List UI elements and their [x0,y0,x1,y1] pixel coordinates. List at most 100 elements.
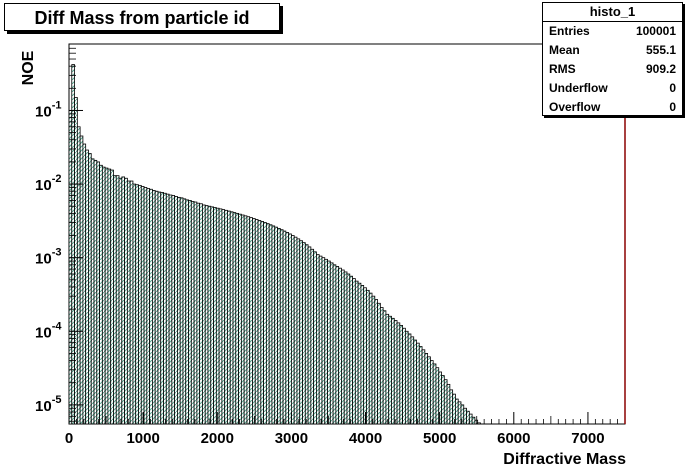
histogram-bin [360,285,365,425]
histogram-bin [299,240,303,425]
histogram-bin [221,209,226,425]
histogram-bin [118,177,123,425]
histogram-bin [157,191,162,425]
histogram-bin [338,267,342,425]
histogram-bin [240,214,245,425]
histogram-bin [182,198,187,425]
histogram-bin [290,235,295,425]
stats-row-underflow: Underflow 0 [543,79,682,98]
histogram-bin [101,166,106,425]
histogram-bin [421,349,426,425]
histogram-bin [76,126,81,425]
histogram-bin [327,260,331,425]
histogram-bin [146,188,151,425]
histogram-bin [429,360,434,425]
histogram-bin [379,307,384,425]
stats-row-mean: Mean 555.1 [543,41,682,60]
y-axis-label: NOE [20,50,37,85]
histogram-bin [154,190,159,425]
stats-value: 0 [669,81,676,95]
histogram-bin [126,180,131,425]
histogram-bin [382,310,387,425]
histogram-bin [196,202,201,425]
histogram-bin [88,153,92,425]
stats-label: RMS [549,62,576,76]
histogram-bin [177,196,181,425]
histogram-bin [399,325,404,425]
y-tick-label: 10-4 [35,320,62,341]
histogram-bin [449,389,454,425]
histogram-bin [396,322,401,425]
x-tick-label: 3000 [275,430,308,447]
stats-value: 100001 [635,24,676,38]
histogram-bin [85,149,89,425]
y-tick-label: 10-1 [35,99,61,120]
histogram-bin [168,194,173,425]
histogram-bin [229,211,234,425]
stats-row-entries: Entries 100001 [543,22,682,41]
histogram-bin [332,264,337,425]
histogram-bin [293,236,298,425]
stats-box: histo_1 Entries 100001 Mean 555.1 RMS 90… [542,2,683,116]
histogram-bin [307,246,312,425]
histogram-bin [235,212,239,425]
histogram-bin [388,315,392,425]
histogram-bin [82,143,87,425]
y-tick-label: 10-2 [35,173,61,194]
histogram-bin [371,295,376,425]
histogram-bin [160,192,164,425]
histogram-bin [68,110,73,425]
histogram-bin [452,393,456,425]
stats-title: histo_1 [543,3,682,22]
histogram-bin [218,208,223,425]
histogram-bin [110,169,114,425]
stats-row-rms: RMS 909.2 [543,60,682,79]
histogram-bin [274,226,278,425]
histogram-bin [213,207,217,425]
histogram-bin [368,292,373,425]
histogram-bin [204,205,209,425]
histogram-bin [193,201,198,425]
histogram-bin [357,282,362,425]
histogram-bin [224,209,228,425]
histogram-bin [366,289,370,425]
histogram-bin [335,266,340,425]
x-tick-label: 5000 [423,430,456,447]
stats-label: Entries [549,24,590,38]
histogram-bin [151,190,156,425]
histogram-bin [318,255,323,425]
stats-label: Overflow [549,100,601,114]
histogram-bin [282,230,287,425]
x-tick-label: 4000 [349,430,382,447]
histogram-bin [215,207,220,425]
histogram-bin [265,223,270,425]
x-tick-label: 6000 [497,430,530,447]
histogram-bin [354,280,359,425]
histogram-bin [310,248,315,425]
histogram-bin [115,175,120,425]
histogram-bin [107,168,112,425]
histogram-bin [316,254,320,425]
histogram-bin [329,262,334,425]
histogram-bin [474,419,479,425]
histogram-bin [185,199,189,425]
stats-row-overflow: Overflow 0 [543,98,682,117]
histogram-bin [460,404,465,425]
histogram-bins [68,44,626,425]
histogram-bin [252,218,256,425]
stats-value: 555.1 [645,43,676,57]
histogram-bin [346,273,351,425]
x-tick-label: 0 [65,430,73,447]
histogram-bin [135,184,139,425]
histogram-bin [435,367,440,425]
histogram-bin [349,275,353,425]
histogram-bin [363,287,367,425]
histogram-bin [254,219,259,425]
histogram-bin [343,271,348,425]
histogram-bin [132,183,137,425]
histogram-bin [210,206,214,425]
histogram-bin [466,410,470,425]
stats-label: Underflow [549,81,608,95]
histogram-bin [140,185,145,425]
